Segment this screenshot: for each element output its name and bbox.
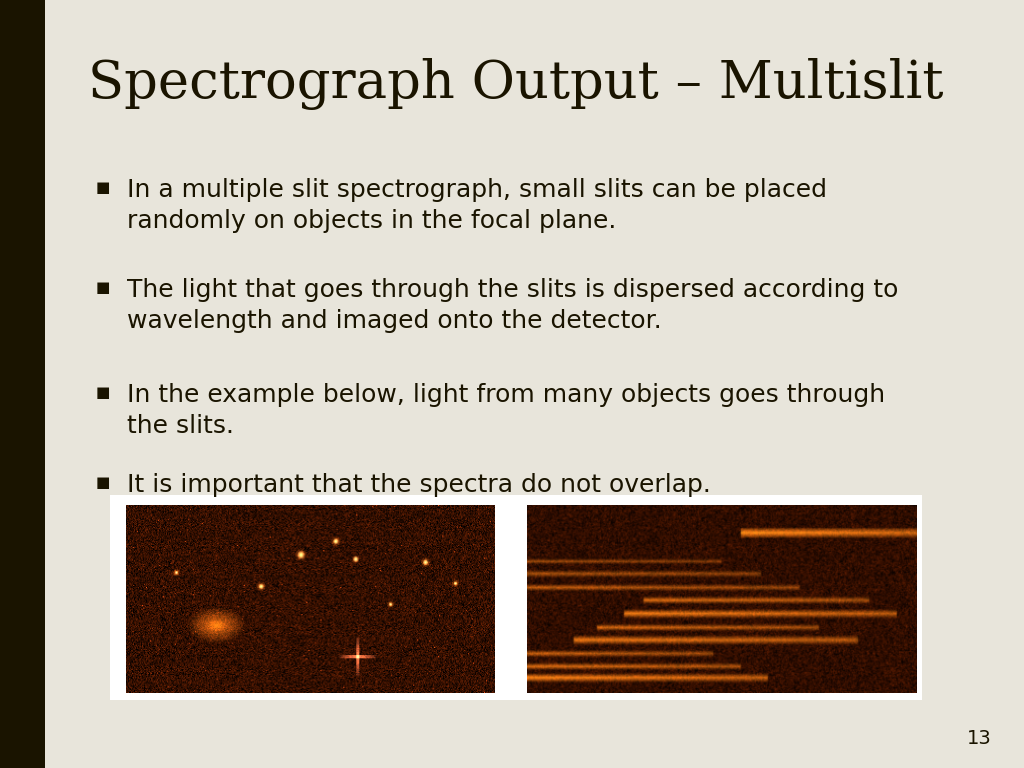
Text: It is important that the spectra do not overlap.: It is important that the spectra do not …: [127, 473, 711, 497]
Bar: [0, 0, 45, 768]
Bar: [110, 495, 922, 700]
Text: Spectrograph Output – Multislit: Spectrograph Output – Multislit: [88, 58, 943, 110]
Text: The light that goes through the slits is dispersed according to
wavelength and i: The light that goes through the slits is…: [127, 278, 898, 333]
Text: In a multiple slit spectrograph, small slits can be placed
randomly on objects i: In a multiple slit spectrograph, small s…: [127, 178, 827, 233]
Text: ■: ■: [96, 280, 111, 295]
Text: ■: ■: [96, 180, 111, 195]
Text: ■: ■: [96, 385, 111, 400]
Text: 13: 13: [968, 729, 992, 748]
Text: In the example below, light from many objects goes through
the slits.: In the example below, light from many ob…: [127, 383, 885, 438]
Text: ■: ■: [96, 475, 111, 490]
